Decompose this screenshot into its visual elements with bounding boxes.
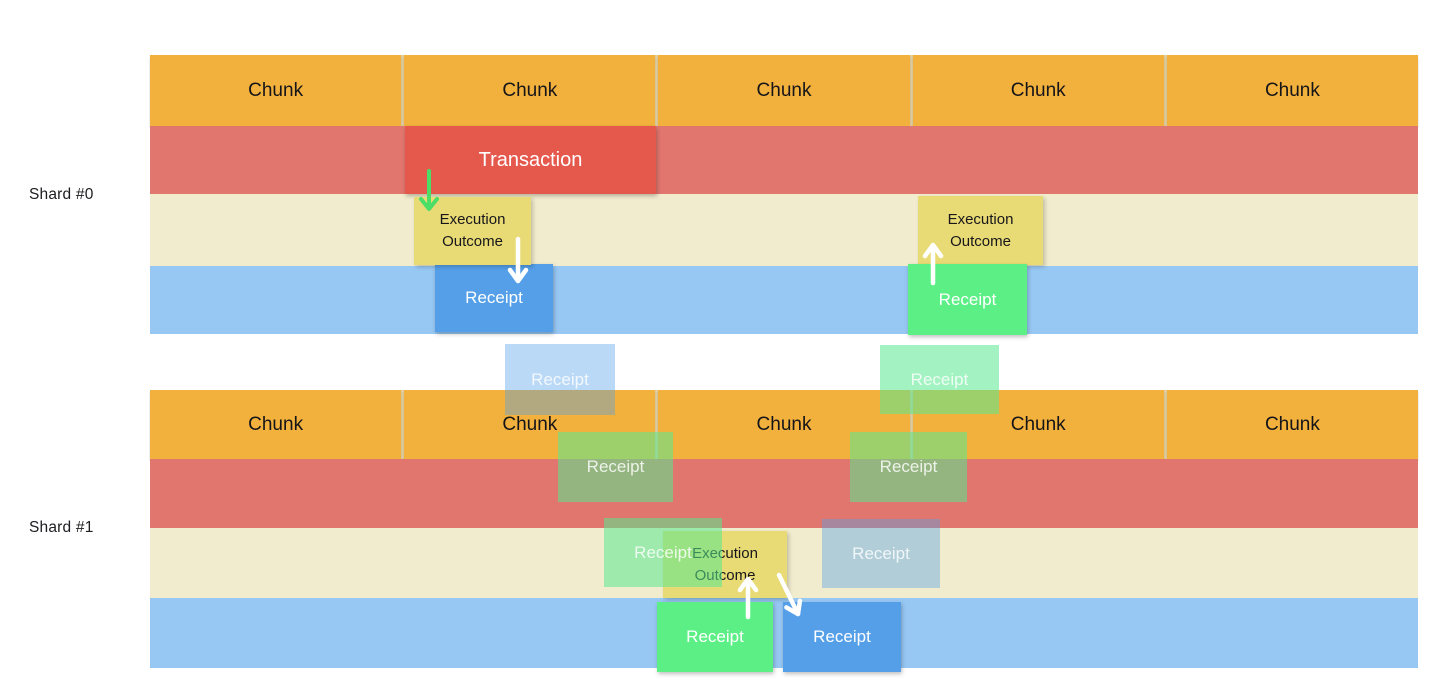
receipt-block-green-shard1: Receipt xyxy=(657,602,773,672)
receipt-fading-blue-shard1: Receipt xyxy=(822,519,940,588)
shard-0-receipt-band xyxy=(150,266,1418,334)
chunk-block: Chunk xyxy=(1166,390,1419,459)
chunk-block: Chunk xyxy=(404,390,656,459)
shard-0-transaction-band xyxy=(150,126,1418,194)
receipt-block-blue-shard0: Receipt xyxy=(435,264,553,332)
shard-0-outcome-band xyxy=(150,194,1418,266)
transaction-block: Transaction xyxy=(405,126,656,194)
arrow-down-white-outcome-to-receipt-shard0 xyxy=(507,236,529,284)
arrow-up-white-receipt-to-outcome-shard1 xyxy=(737,576,759,620)
shard-1-label: Shard #1 xyxy=(29,519,94,536)
chunk-block: Chunk xyxy=(150,390,402,459)
chunk-block: Chunk xyxy=(150,55,402,126)
execution-outcome-block-shard0-right: Execution Outcome xyxy=(918,196,1043,265)
receipt-fading-green-chunk4: Receipt xyxy=(850,432,967,502)
arrow-down-green-transaction-to-outcome xyxy=(419,169,439,211)
receipt-fading-blue-outgoing: Receipt xyxy=(505,344,615,415)
arrow-down-right-white-outcome-to-receipt-shard1 xyxy=(776,572,803,617)
chunk-block: Chunk xyxy=(1166,55,1419,126)
receipt-fading-green-shard1: Receipt xyxy=(604,518,722,587)
receipt-fading-green-chunk2: Receipt xyxy=(558,432,673,502)
receipt-block-blue-shard1: Receipt xyxy=(783,602,901,672)
shard-0-chunk-row: Chunk Chunk Chunk Chunk Chunk xyxy=(150,55,1419,126)
shard-1-transaction-band xyxy=(150,459,1418,528)
chunk-block: Chunk xyxy=(912,55,1164,126)
receipt-fading-green-incoming: Receipt xyxy=(880,345,999,414)
execution-outcome-line2: Outcome xyxy=(442,233,503,250)
chunk-block: Chunk xyxy=(404,55,656,126)
execution-outcome-block-shard0-left: Execution Outcome xyxy=(414,197,531,265)
chunk-block: Chunk xyxy=(658,55,910,126)
arrow-up-white-receipt-to-outcome-shard0 xyxy=(922,242,944,286)
execution-outcome-line1: Execution xyxy=(439,211,506,228)
receipt-block-green-shard0: Receipt xyxy=(908,264,1027,335)
shard-1-chunk-row: Chunk Chunk Chunk Chunk Chunk xyxy=(150,390,1419,459)
execution-outcome-line2: Outcome xyxy=(950,232,1011,250)
execution-outcome-line1: Execution xyxy=(947,210,1014,228)
shard-0-label: Shard #0 xyxy=(29,186,94,203)
